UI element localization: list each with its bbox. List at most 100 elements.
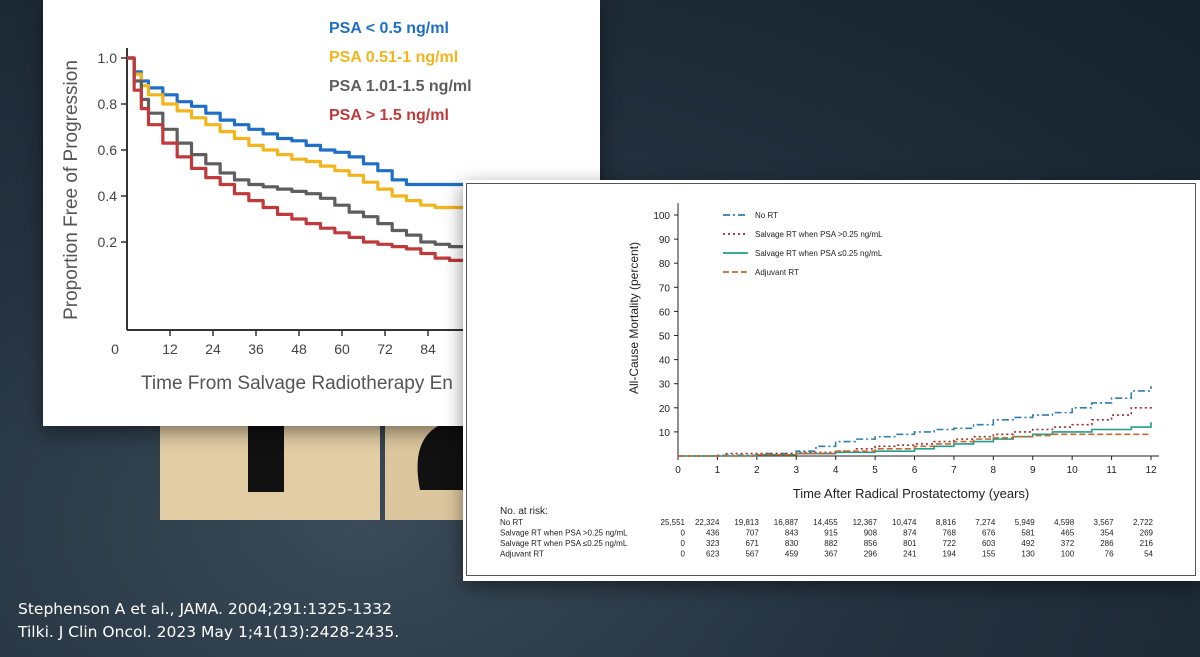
series-line-salvage-rt-when-psa-0-25-ng-ml: [678, 405, 1152, 457]
risk-cell: 25,551: [661, 518, 686, 527]
risk-cell: 7,274: [975, 518, 996, 527]
y-axis-label: Proportion Free of Progression: [61, 60, 82, 320]
x-tick-label: 9: [1030, 465, 1036, 476]
y-tick-label: 50: [659, 332, 671, 343]
risk-cell: 459: [785, 550, 799, 559]
risk-cell: 16,887: [774, 518, 799, 527]
risk-cell: 856: [864, 539, 878, 548]
legend: No RT Salvage RT when PSA >0.25 ng/mL Salv…: [723, 211, 883, 277]
y-tick-label: 40: [659, 356, 671, 367]
risk-table-title: No. at risk:: [500, 506, 548, 517]
risk-cell: 908: [864, 529, 878, 538]
x-tick-label: 60: [334, 341, 350, 357]
x-tick-label: 0: [111, 341, 119, 357]
psa-progression-chart: Proportion Free of Progression Time From…: [61, 20, 600, 394]
risk-row-label: Salvage RT when PSA ≤0.25 ng/mL: [500, 539, 628, 548]
legend-entry-psa-0-5-ng-ml: PSA < 0.5 ng/ml: [329, 20, 449, 37]
x-tick-label: 11: [1106, 465, 1117, 476]
risk-cell: 830: [785, 539, 799, 548]
plot-area: 1.00.80.60.40.20122436486072849: [98, 48, 600, 357]
y-tick-label: 60: [659, 307, 671, 318]
risk-cell: 567: [745, 550, 759, 559]
risk-cell: 465: [1061, 529, 1075, 538]
x-tick-label: 12: [1145, 465, 1157, 476]
risk-cell: 5,949: [1015, 518, 1036, 527]
citation-2: Tilki. J Clin Oncol. 2023 May 1;41(13):2…: [18, 623, 400, 641]
risk-cell: 882: [824, 539, 838, 548]
mortality-chart: All-Cause Mortality (percent) Time After…: [500, 203, 1159, 559]
legend-entry-no-rt: No RT: [755, 211, 778, 220]
y-axis-label: All-Cause Mortality (percent): [627, 242, 641, 394]
risk-cell: 676: [982, 529, 996, 538]
citation-1: Stephenson A et al., JAMA. 2004;291:1325…: [18, 600, 392, 618]
risk-cell: 603: [982, 539, 996, 548]
y-tick-label: 10: [659, 428, 671, 439]
x-tick-label: 36: [248, 341, 264, 357]
block-letter-shape: [248, 420, 284, 492]
x-tick-label: 6: [912, 465, 918, 476]
legend-entry-psa-1-5-ng-ml: PSA > 1.5 ng/ml: [329, 107, 449, 124]
risk-row-label: Adjuvant RT: [500, 550, 544, 559]
x-tick-label: 10: [1067, 465, 1079, 476]
citations: Stephenson A et al., JAMA. 2004;291:1325…: [18, 598, 399, 644]
risk-cell: 623: [706, 550, 720, 559]
risk-cell: 241: [903, 550, 917, 559]
y-tick-label: 20: [659, 404, 671, 415]
y-tick-label: 0.2: [98, 234, 118, 250]
x-tick-label: 7: [951, 465, 957, 476]
x-tick-label: 8: [991, 465, 997, 476]
risk-cell: 0: [681, 529, 686, 538]
x-tick-label: 12: [162, 341, 178, 357]
series-line-psa-0-51-1-ng-ml: [127, 56, 471, 210]
x-tick-label: 4: [833, 465, 839, 476]
x-tick-label: 1: [715, 465, 721, 476]
risk-cell: 0: [681, 539, 686, 548]
x-tick-label: 72: [377, 341, 393, 357]
risk-cell: 130: [1021, 550, 1035, 559]
panel-frame: [466, 183, 1196, 576]
risk-cell: 216: [1140, 539, 1154, 548]
risk-cell: 76: [1105, 550, 1114, 559]
x-tick-label: 84: [420, 341, 436, 357]
legend-entry-psa-0-51-1-ng-ml: PSA 0.51-1 ng/ml: [329, 49, 458, 66]
risk-cell: 801: [903, 539, 917, 548]
y-tick-label: 70: [659, 283, 671, 294]
risk-cell: 0: [681, 550, 686, 559]
mortality-chart-panel: All-Cause Mortality (percent) Time After…: [463, 180, 1200, 581]
risk-cell: 768: [943, 529, 957, 538]
risk-cell: 155: [982, 550, 996, 559]
x-tick-label: 24: [205, 341, 221, 357]
risk-row-label: No RT: [500, 518, 523, 527]
risk-cell: 372: [1061, 539, 1075, 548]
risk-table: No. at risk: No RT 25,551 22,324 19,813 16,8…: [500, 506, 1154, 559]
risk-cell: 3,567: [1094, 518, 1115, 527]
x-tick-label: 5: [872, 465, 878, 476]
risk-cell: 915: [824, 529, 838, 538]
x-tick-label: 0: [675, 465, 681, 476]
risk-cell: 2,722: [1133, 518, 1154, 527]
risk-cell: 323: [706, 539, 720, 548]
risk-cell: 22,324: [695, 518, 720, 527]
risk-cell: 843: [785, 529, 799, 538]
risk-cell: 671: [745, 539, 759, 548]
risk-cell: 269: [1140, 529, 1154, 538]
y-tick-label: 100: [653, 211, 670, 222]
y-tick-label: 90: [659, 235, 671, 246]
risk-cell: 10,474: [892, 518, 917, 527]
risk-cell: 436: [706, 529, 720, 538]
block-letter-shape-2: [417, 425, 470, 490]
y-tick-label: 0.4: [98, 188, 118, 204]
y-tick-label: 80: [659, 259, 671, 270]
y-tick-label: 1.0: [98, 50, 118, 66]
legend-entry-adjuvant-rt: Adjuvant RT: [755, 268, 799, 277]
series-line-no-rt: [678, 386, 1152, 457]
risk-cell: 4,598: [1054, 518, 1075, 527]
y-tick-label: 0.8: [98, 96, 118, 112]
x-tick-label: 2: [754, 465, 760, 476]
risk-cell: 100: [1061, 550, 1075, 559]
y-tick-label: 30: [659, 380, 671, 391]
y-tick-label: 0.6: [98, 142, 118, 158]
x-tick-label: 48: [291, 341, 307, 357]
risk-row-label: Salvage RT when PSA >0.25 ng/mL: [500, 529, 628, 538]
